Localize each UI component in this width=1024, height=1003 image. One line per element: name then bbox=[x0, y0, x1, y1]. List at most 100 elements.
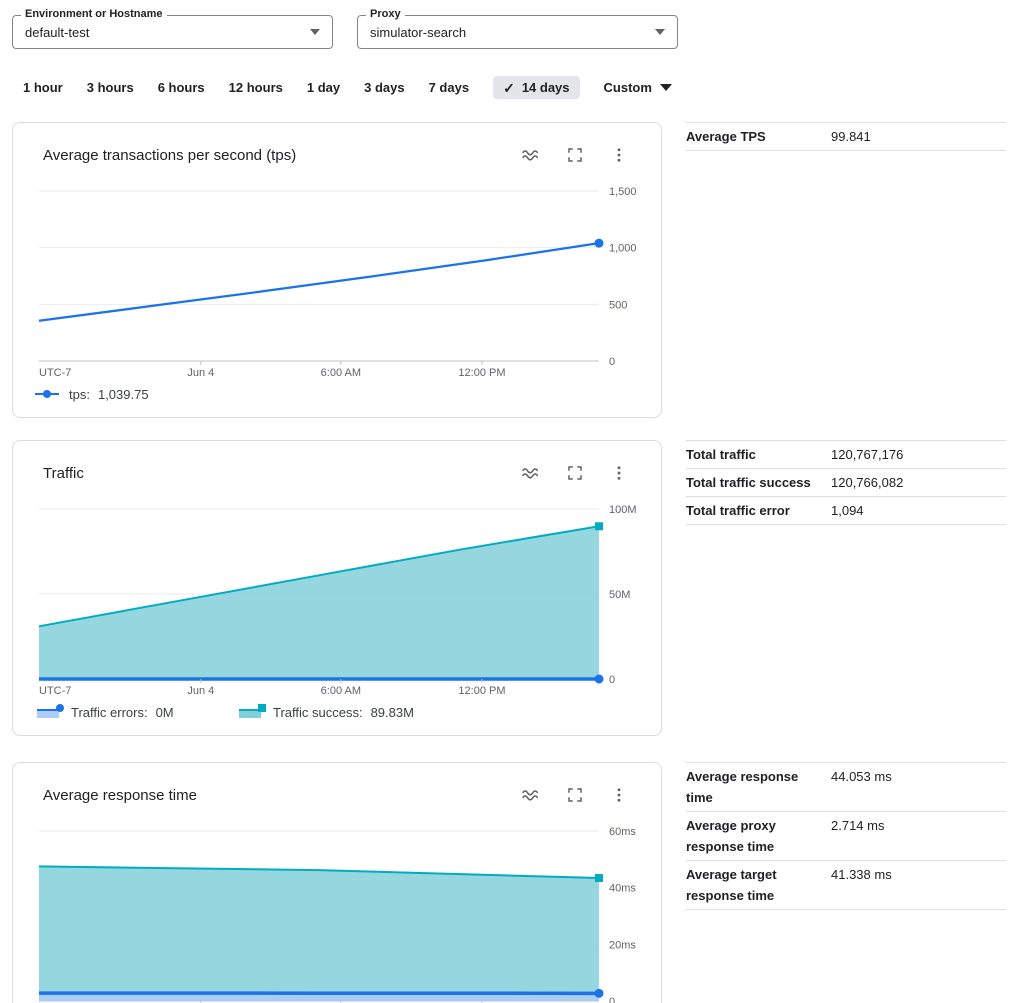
chart-type-icon[interactable] bbox=[521, 145, 541, 165]
stat-row-average-target-response-time: Average target response time 41.338 ms bbox=[686, 861, 1006, 910]
svg-text:500: 500 bbox=[609, 299, 627, 311]
tab-1-hour[interactable]: 1 hour bbox=[23, 80, 63, 95]
tab-14-days-label: 14 days bbox=[521, 80, 570, 95]
stat-value: 120,767,176 bbox=[831, 447, 904, 462]
legend-item-tps: tps: 1,039.75 bbox=[35, 387, 149, 402]
svg-text:0: 0 bbox=[609, 996, 615, 1003]
stat-row-average-tps: Average TPS 99.841 bbox=[686, 123, 1006, 151]
fullscreen-icon[interactable] bbox=[565, 785, 585, 805]
tab-3-hours[interactable]: 3 hours bbox=[86, 80, 134, 95]
traffic-stat-group: Total traffic 120,767,176 Total traffic … bbox=[686, 440, 1006, 525]
proxy-select[interactable]: Proxy simulator-search bbox=[357, 8, 678, 49]
tab-3-days[interactable]: 3 days bbox=[364, 80, 405, 95]
stat-label: Average TPS bbox=[686, 129, 766, 144]
environment-select-label: Environment or Hostname bbox=[21, 8, 167, 20]
svg-text:UTC-7: UTC-7 bbox=[39, 685, 71, 697]
traffic-stats: Total traffic 120,767,176 Total traffic … bbox=[686, 440, 1006, 736]
tps-row: Average transactions per second (tps) 0 5… bbox=[12, 122, 1024, 418]
svg-text:12:00 PM: 12:00 PM bbox=[458, 367, 505, 379]
traffic-success-legend-value: 89.83M bbox=[370, 704, 414, 720]
tps-card-header: Average transactions per second (tps) bbox=[13, 123, 661, 165]
traffic-card-actions bbox=[521, 463, 629, 483]
stat-row-total-traffic: Total traffic 120,767,176 bbox=[686, 441, 1006, 469]
chart-type-icon[interactable] bbox=[521, 463, 541, 483]
stat-value: 2.714 ms bbox=[831, 818, 885, 833]
environment-select[interactable]: Environment or Hostname default-test bbox=[12, 8, 333, 49]
svg-text:0: 0 bbox=[609, 356, 615, 368]
stat-label: Total traffic error bbox=[686, 503, 790, 518]
response-time-stat-group: Average response time 44.053 ms Average … bbox=[686, 762, 1006, 910]
response-time-chart-card: Average response time 020ms40ms60msUTC-7… bbox=[12, 762, 662, 1003]
response-time-row: Average response time 020ms40ms60msUTC-7… bbox=[12, 762, 1024, 1003]
more-options-icon[interactable] bbox=[609, 145, 629, 165]
check-icon: ✓ bbox=[503, 79, 515, 96]
svg-text:1,000: 1,000 bbox=[609, 243, 637, 255]
stat-value: 44.053 ms bbox=[831, 769, 892, 784]
stat-row-average-response-time: Average response time 44.053 ms bbox=[686, 763, 1006, 812]
stat-value: 99.841 bbox=[831, 129, 871, 144]
traffic-success-legend-swatch bbox=[239, 704, 266, 718]
stat-label: Average response time bbox=[686, 769, 799, 805]
svg-text:6:00 AM: 6:00 AM bbox=[321, 685, 361, 697]
tps-legend-swatch bbox=[35, 389, 59, 399]
time-range-tabs: 1 hour 3 hours 6 hours 12 hours 1 day 3 … bbox=[23, 76, 1024, 99]
chart-type-icon[interactable] bbox=[521, 785, 541, 805]
stat-row-average-proxy-response-time: Average proxy response time 2.714 ms bbox=[686, 812, 1006, 861]
tps-stat-group: Average TPS 99.841 bbox=[686, 122, 1006, 151]
proxy-select-label: Proxy bbox=[366, 8, 405, 20]
stat-label: Total traffic bbox=[686, 447, 756, 462]
tps-chart-title: Average transactions per second (tps) bbox=[43, 146, 297, 164]
tps-legend-label: tps: bbox=[69, 386, 90, 402]
traffic-errors-legend-label: Traffic errors: bbox=[71, 704, 148, 720]
dropdown-caret-icon bbox=[655, 29, 665, 35]
traffic-errors-legend-swatch bbox=[37, 704, 64, 718]
stat-label: Average target response time bbox=[686, 867, 777, 903]
traffic-row: Traffic 0 50M 100M UTC-7 Jun 4 6:00 AM 12:00 P… bbox=[12, 440, 1024, 736]
more-options-icon[interactable] bbox=[609, 785, 629, 805]
stat-value: 120,766,082 bbox=[831, 475, 904, 490]
tps-legend-value: 1,039.75 bbox=[97, 386, 149, 402]
stat-value: 1,094 bbox=[831, 503, 864, 518]
environment-select-value: default-test bbox=[25, 24, 90, 40]
tab-6-hours[interactable]: 6 hours bbox=[157, 80, 205, 95]
traffic-chart-title: Traffic bbox=[43, 464, 84, 482]
tab-custom-label: Custom bbox=[603, 80, 652, 95]
fullscreen-icon[interactable] bbox=[565, 463, 585, 483]
tab-12-hours[interactable]: 12 hours bbox=[228, 80, 283, 95]
legend-item-traffic-success: Traffic success: 89.83M bbox=[239, 704, 414, 720]
tps-card-actions bbox=[521, 145, 629, 165]
traffic-card-header: Traffic bbox=[13, 441, 661, 483]
svg-text:1,500: 1,500 bbox=[609, 186, 637, 198]
tab-1-day[interactable]: 1 day bbox=[306, 80, 341, 95]
svg-text:12:00 PM: 12:00 PM bbox=[458, 685, 505, 697]
tab-7-days[interactable]: 7 days bbox=[428, 80, 470, 95]
response-time-card-actions bbox=[521, 785, 629, 805]
traffic-success-legend-label: Traffic success: bbox=[273, 704, 363, 720]
tab-14-days-selected[interactable]: ✓ 14 days bbox=[493, 76, 580, 99]
tps-chart-legend: tps: 1,039.75 bbox=[13, 385, 661, 403]
stat-value: 41.338 ms bbox=[831, 867, 892, 882]
stat-label: Total traffic success bbox=[686, 475, 811, 490]
response-time-stats: Average response time 44.053 ms Average … bbox=[686, 762, 1006, 1003]
fullscreen-icon[interactable] bbox=[565, 145, 585, 165]
tps-chart[interactable]: 0 500 1,000 1,500 UTC-7 Jun 4 6:00 AM 12:00 PM bbox=[13, 179, 661, 379]
tps-chart-card: Average transactions per second (tps) 0 5… bbox=[12, 122, 662, 418]
traffic-chart-legend: Traffic errors: 0M Traffic success: 89.8… bbox=[13, 703, 661, 721]
traffic-chart[interactable]: 0 50M 100M UTC-7 Jun 4 6:00 AM 12:00 PM bbox=[13, 497, 661, 697]
svg-text:60ms: 60ms bbox=[609, 826, 636, 838]
svg-text:Jun 4: Jun 4 bbox=[187, 367, 214, 379]
tab-custom[interactable]: Custom bbox=[604, 80, 672, 95]
filter-bar: Environment or Hostname default-test Pro… bbox=[0, 0, 1024, 49]
svg-text:UTC-7: UTC-7 bbox=[39, 367, 71, 379]
dashboard-content: Average transactions per second (tps) 0 5… bbox=[0, 99, 1024, 1003]
response-time-card-header: Average response time bbox=[13, 763, 661, 805]
traffic-errors-legend-value: 0M bbox=[155, 704, 174, 720]
dropdown-caret-icon bbox=[310, 29, 320, 35]
svg-text:Jun 4: Jun 4 bbox=[187, 685, 214, 697]
svg-text:100M: 100M bbox=[609, 504, 637, 516]
svg-text:6:00 AM: 6:00 AM bbox=[321, 367, 361, 379]
more-options-icon[interactable] bbox=[609, 463, 629, 483]
svg-text:50M: 50M bbox=[609, 589, 630, 601]
svg-text:20ms: 20ms bbox=[609, 939, 636, 951]
